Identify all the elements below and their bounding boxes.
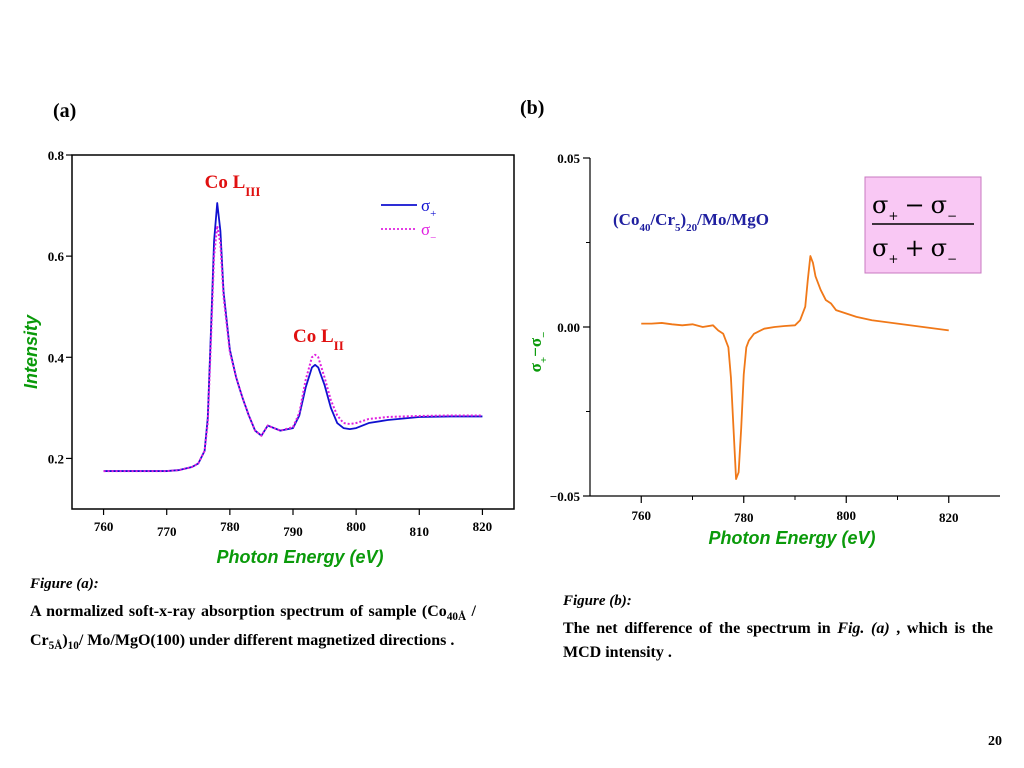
sample-label: (Co40/Cr5)20/Mo/MgO [613, 210, 769, 234]
sample-label-mid: /Cr [649, 210, 675, 229]
formula-num-minus-sub: − [947, 209, 957, 223]
legend-main: σ [421, 220, 430, 239]
formula-num-minus: − [904, 191, 924, 219]
page-number: 20 [988, 734, 1002, 749]
peak-annotation: Co LII [293, 326, 344, 353]
caption-a-title: Figure (a): [30, 576, 99, 592]
y-tick-label: 0.05 [557, 151, 580, 166]
chart-b-lines [641, 255, 949, 481]
panel-label-a: (a) [53, 100, 77, 122]
x-tick-label: 810 [410, 524, 430, 539]
formula-denominator: σ+ + σ− [872, 234, 957, 266]
sample-label-pre: (Co [613, 210, 639, 229]
formula-den-plus-sub: + [888, 252, 898, 266]
chart-a-ticks: 760 770 780 790 800 810 820 0.2 0.4 0.6 0.8 [48, 148, 492, 539]
formula-den-sigma2: σ [931, 234, 947, 262]
formula-box: σ+ − σ− σ+ + σ− [864, 176, 982, 274]
y-tick-label: 0.2 [48, 451, 64, 466]
mcd-series-line [641, 255, 949, 481]
caption-a-part2: / Cr [30, 603, 476, 650]
chart-a: 760 770 780 790 800 810 820 0.2 0.4 0.6 0.8 Intens… [21, 148, 515, 567]
chart-b: 760 780 800 820 −0.05 0.00 0.05 Photon Energy … [526, 151, 1000, 548]
caption-b-fig-ref: Fig. (a) [837, 620, 890, 637]
chart-b-y-axis-title: σ+−σ− [526, 332, 550, 373]
caption-a-sub3: 10 [67, 640, 79, 653]
annotation-main: Co L [293, 326, 334, 347]
caption-b-post: , which is the MCD intensity . [563, 620, 993, 661]
caption-a-body: A normalized soft-x-ray absorption spect… [30, 600, 476, 658]
y-tick-label: 0.4 [48, 350, 65, 365]
sample-label-sub3: 20 [686, 222, 698, 234]
caption-b-pre: The net difference of the spectrum in [563, 620, 838, 637]
chart-b-ticks: 760 780 800 820 −0.05 0.00 0.05 [550, 151, 959, 525]
legend-label: σ+ [421, 196, 436, 220]
legend-label: σ− [421, 220, 436, 244]
y-tick-label: 0.6 [48, 249, 65, 264]
sample-label-post: /Mo/MgO [696, 210, 769, 229]
x-tick-label: 820 [473, 519, 493, 534]
annotation-main: Co L [205, 172, 246, 193]
x-tick-label: 760 [94, 519, 114, 534]
x-tick-label: 800 [837, 508, 857, 523]
x-tick-label: 780 [734, 510, 754, 525]
y-tick-label: 0.8 [48, 148, 65, 163]
formula-den-plus: + [904, 234, 924, 262]
formula-den-sigma1: σ [872, 234, 888, 262]
panel-label-b: (b) [520, 97, 545, 119]
legend-sub: − [430, 232, 436, 244]
legend-sub: + [430, 208, 436, 220]
annotation-sub: II [334, 338, 344, 353]
x-tick-label: 800 [346, 519, 366, 534]
formula-num-sigma1: σ [872, 191, 888, 219]
chart-a-x-axis-title: Photon Energy (eV) [216, 547, 383, 567]
chart-a-y-axis-title: Intensity [21, 314, 41, 389]
y-label-sigma2: −σ [526, 337, 545, 357]
sample-label-sub1: 40 [639, 222, 651, 234]
chart-a-legend: σ+σ− [381, 196, 436, 244]
caption-a-part3: ) [62, 632, 68, 650]
x-tick-label: 760 [632, 508, 652, 523]
formula-numerator: σ+ − σ− [872, 191, 957, 223]
y-label-sub1: + [538, 357, 550, 363]
y-tick-label: 0.00 [557, 320, 580, 335]
legend-main: σ [421, 196, 430, 215]
formula-num-plus-sub: + [888, 209, 898, 223]
formula-num-sigma2: σ [931, 191, 947, 219]
formula-den-minus-sub: − [947, 252, 957, 266]
peak-annotation: Co LIII [205, 172, 261, 199]
y-label-sub2: − [538, 332, 550, 338]
chart-b-x-axis-title: Photon Energy (eV) [708, 528, 875, 548]
caption-a-sub2: 5Å [48, 640, 63, 653]
caption-a-part4: / Mo/MgO(100) under different magnetized… [78, 632, 455, 650]
y-label-sigma1: σ [526, 362, 545, 372]
sample-label-mid2: ) [681, 210, 687, 229]
x-tick-label: 780 [220, 519, 240, 534]
chart-a-lines [103, 202, 483, 473]
x-tick-label: 790 [283, 524, 303, 539]
series-line-sigma-minus [103, 224, 483, 473]
caption-a-sub1: 40Å [446, 611, 467, 624]
annotation-sub: III [245, 183, 260, 198]
sample-label-sub2: 5 [675, 222, 681, 234]
caption-b-title: Figure (b): [563, 593, 632, 609]
series-line-sigma-plus [103, 202, 483, 472]
x-tick-label: 770 [157, 524, 177, 539]
x-tick-label: 820 [939, 510, 959, 525]
y-tick-label: −0.05 [550, 489, 581, 504]
caption-b-body: The net difference of the spectrum in Fi… [563, 617, 993, 665]
formula-box-background [864, 176, 982, 274]
caption-a-part1: A normalized soft-x-ray absorption spect… [30, 603, 447, 620]
